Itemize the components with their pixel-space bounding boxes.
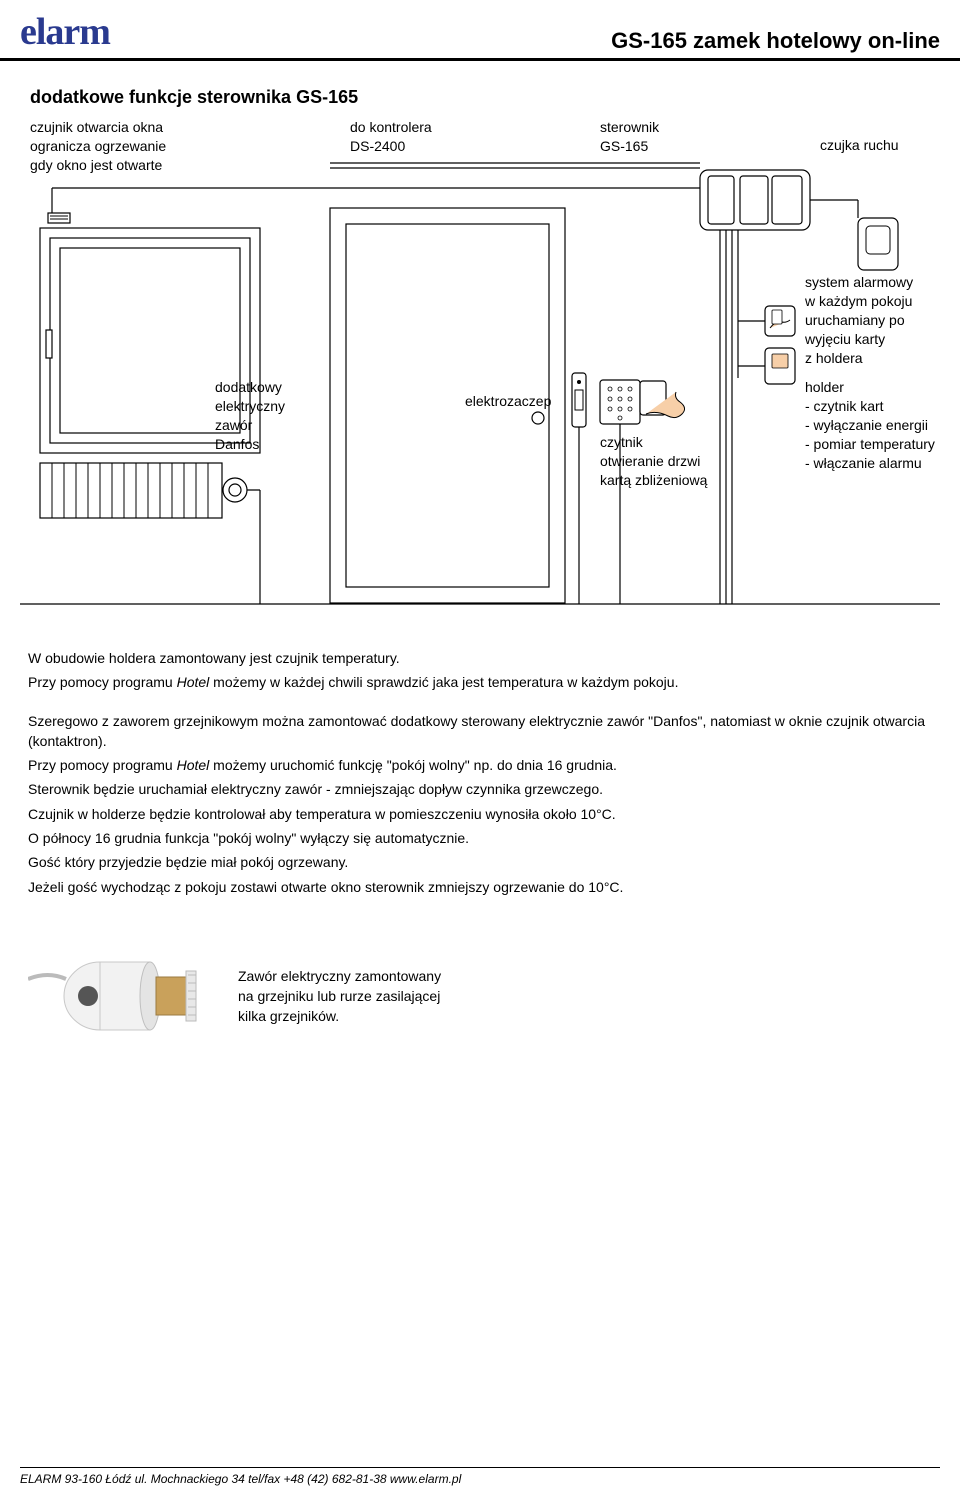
valve-photo	[28, 941, 208, 1051]
controller-icon	[700, 170, 810, 230]
label-alarm-system: system alarmowyw każdym pokojuuruchamian…	[805, 273, 913, 367]
label-motion: czujka ruchu	[820, 136, 899, 155]
holder-icon	[765, 348, 795, 384]
valve-caption: Zawór elektryczny zamontowanyna grzejnik…	[238, 966, 441, 1027]
keypad-icon	[600, 380, 640, 424]
header-title: GS-165 zamek hotelowy on-line	[611, 28, 940, 54]
page-header: elarm GS-165 zamek hotelowy on-line	[0, 0, 960, 61]
para-2g: Jeżeli gość wychodząc z pokoju zostawi o…	[28, 877, 932, 897]
label-controller-link: do kontroleraDS-2400	[350, 118, 432, 156]
hand-small-icon	[765, 306, 795, 336]
para-2b: Przy pomocy programu Hotel możemy urucho…	[28, 755, 932, 775]
logo: elarm	[20, 10, 110, 54]
label-window-sensor: czujnik otwarcia oknaogranicza ogrzewani…	[30, 118, 166, 175]
wiring-diagram: czujnik otwarcia oknaogranicza ogrzewani…	[0, 118, 960, 638]
label-controller-box: sterownikGS-165	[600, 118, 659, 156]
para-2c: Sterownik będzie uruchamiał elektryczny …	[28, 779, 932, 799]
para-2a: Szeregowo z zaworem grzejnikowym można z…	[28, 711, 932, 752]
para-2f: Gość który przyjedzie będzie miał pokój …	[28, 852, 932, 872]
para-1b: Przy pomocy programu Hotel możemy w każd…	[28, 672, 932, 692]
section-title: dodatkowe funkcje sterownika GS-165	[0, 61, 960, 118]
label-holder: holder- czytnik kart- wyłączanie energii…	[805, 378, 935, 472]
radiator-icon	[40, 463, 247, 518]
label-strike: elektrozaczep	[465, 392, 551, 411]
body-text: W obudowie holdera zamontowany jest czuj…	[0, 638, 960, 897]
valve-row: Zawór elektryczny zamontowanyna grzejnik…	[0, 901, 960, 1051]
para-2d: Czujnik w holderze będzie kontrolował ab…	[28, 804, 932, 824]
label-valve: dodatkowyelektrycznyzawórDanfos	[215, 378, 285, 454]
motion-sensor-icon	[858, 218, 898, 270]
card-hand-icon	[640, 381, 685, 418]
label-reader: czytnikotwieranie drzwikartą zbliżeniową	[600, 433, 707, 490]
footer: ELARM 93-160 Łódź ul. Mochnackiego 34 te…	[20, 1467, 940, 1486]
para-2e: O północy 16 grudnia funkcja "pokój woln…	[28, 828, 932, 848]
para-1a: W obudowie holdera zamontowany jest czuj…	[28, 648, 932, 668]
